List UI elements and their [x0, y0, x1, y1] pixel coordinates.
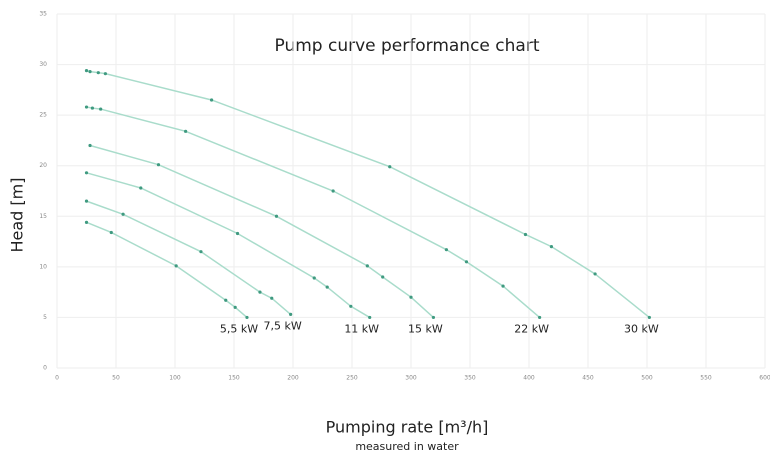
x-tick-label: 150: [228, 375, 240, 382]
series-label: 7,5 kW: [264, 319, 302, 332]
data-point: [464, 260, 469, 264]
series-label: 11 kW: [344, 322, 379, 335]
data-point: [270, 296, 274, 300]
series-label: 15 kW: [408, 322, 443, 335]
data-point: [90, 106, 94, 110]
x-tick-label: 250: [346, 375, 358, 382]
data-point: [349, 304, 353, 308]
y-tick-label: 15: [39, 213, 47, 220]
series-label: 30 kW: [624, 322, 659, 335]
y-tick-label: 30: [39, 61, 47, 68]
data-point: [388, 165, 392, 169]
data-point: [501, 284, 505, 288]
y-tick-label: 20: [39, 162, 47, 169]
data-point: [368, 315, 372, 320]
x-axis-label: Pumping rate [m³/h]: [326, 418, 489, 437]
x-tick-label: 200: [287, 375, 299, 382]
series-label: 22 kW: [514, 322, 549, 335]
data-point: [381, 275, 385, 279]
x-tick-label: 300: [405, 375, 417, 382]
data-point: [88, 143, 92, 148]
x-tick-label: 50: [112, 375, 120, 382]
y-tick-label: 25: [39, 112, 47, 119]
data-point: [538, 315, 542, 320]
y-tick-label: 5: [43, 314, 47, 321]
y-axis-label: Head [m]: [8, 178, 27, 253]
series-label: 5,5 kW: [220, 322, 258, 335]
data-point: [312, 276, 316, 280]
data-point: [549, 245, 554, 249]
data-point: [289, 312, 293, 316]
data-point: [84, 220, 89, 224]
data-point: [174, 264, 178, 268]
data-point: [233, 305, 237, 309]
data-point: [245, 315, 249, 320]
data-point: [184, 129, 188, 133]
data-point: [103, 72, 107, 76]
y-tick-label: 35: [39, 11, 47, 18]
x-tick-label: 550: [700, 375, 712, 382]
data-point: [365, 264, 369, 268]
x-tick-label: 400: [523, 375, 535, 382]
data-point: [96, 71, 100, 75]
data-point: [331, 189, 335, 193]
data-point: [84, 199, 89, 203]
chart-title: Pump curve performance chart: [275, 36, 540, 56]
pump-curve: [86, 200, 292, 315]
data-point: [224, 298, 228, 302]
data-point: [209, 98, 214, 102]
x-axis-sublabel: measured in water: [355, 440, 459, 453]
data-point: [235, 231, 240, 236]
data-point: [88, 70, 92, 74]
data-point: [647, 315, 651, 320]
data-point: [274, 214, 279, 218]
pump-curve: [89, 144, 434, 318]
data-point: [84, 171, 89, 175]
x-tick-label: 350: [464, 375, 476, 382]
data-point: [121, 212, 125, 216]
data-point: [109, 230, 113, 235]
data-point: [325, 285, 329, 289]
data-point: [84, 69, 89, 73]
y-tick-label: 10: [39, 263, 47, 270]
x-tick-label: 0: [55, 375, 59, 382]
data-point: [409, 295, 413, 299]
data-point: [258, 290, 262, 294]
y-tick-label: 0: [43, 365, 47, 372]
data-point: [199, 250, 203, 254]
x-tick-label: 100: [169, 375, 181, 382]
pump-curve: [86, 221, 248, 318]
data-point: [84, 105, 89, 109]
x-tick-label: 600: [759, 375, 770, 382]
data-point: [99, 107, 103, 111]
data-point: [156, 163, 161, 167]
data-point: [593, 272, 597, 276]
x-tick-label: 450: [582, 375, 594, 382]
data-point: [444, 248, 448, 252]
data-point: [431, 315, 436, 320]
data-point: [139, 186, 143, 190]
pump-curve: [86, 69, 650, 319]
data-point: [523, 232, 528, 237]
x-tick-label: 500: [641, 375, 653, 382]
